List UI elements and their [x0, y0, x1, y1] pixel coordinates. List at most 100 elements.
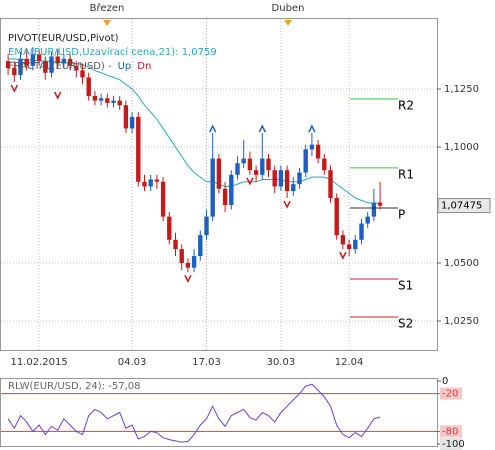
- candle-body: [111, 100, 116, 103]
- pivot-label: S1: [398, 279, 413, 293]
- candle-body: [167, 216, 172, 240]
- fractal-up: [258, 124, 266, 133]
- candle-body: [235, 163, 240, 175]
- legend-entry: Dn: [137, 61, 151, 72]
- candle-body: [315, 144, 321, 159]
- candle-body: [222, 188, 228, 205]
- candle-body: [266, 158, 271, 171]
- tick-box: [440, 387, 462, 400]
- rlw-line: [7, 383, 381, 443]
- x-tick-label: 17.03: [192, 357, 221, 368]
- tick-box: [440, 425, 462, 438]
- x-tick-label: 04.03: [118, 357, 147, 368]
- fractal-down: [10, 84, 18, 93]
- candle-body: [377, 202, 383, 206]
- y-tick-label: 1,1000: [444, 142, 479, 153]
- pivot-label: S2: [398, 317, 413, 331]
- fractal-up: [308, 124, 316, 133]
- candle-body: [322, 158, 327, 171]
- month-label: Duben: [272, 3, 305, 14]
- candle-body: [303, 149, 308, 173]
- candle-body: [5, 61, 11, 69]
- candle-body: [154, 179, 160, 182]
- candle-body: [210, 158, 215, 217]
- candle-body: [328, 170, 333, 199]
- candle-body: [173, 239, 178, 250]
- y-tick-label: 1,1250: [444, 84, 479, 95]
- top-strip: [0, 0, 495, 18]
- x-tick-label: 30.03: [267, 357, 296, 368]
- candle-body: [359, 223, 364, 240]
- candle-body: [284, 170, 290, 192]
- candle-body: [371, 202, 377, 217]
- candle-body: [148, 179, 153, 187]
- candle-body: [129, 116, 135, 129]
- y-tick-label: 1,0500: [444, 258, 479, 269]
- fractal-down: [246, 177, 254, 186]
- candle-body: [260, 158, 265, 175]
- candle-body: [247, 158, 253, 171]
- candle-body: [49, 56, 54, 73]
- candle-body: [229, 174, 234, 205]
- candle-body: [136, 116, 141, 182]
- candle-body: [191, 256, 197, 268]
- candle-body: [291, 184, 296, 192]
- legend-fractal: FRACTAL(EUR/USD) -: [8, 61, 112, 72]
- candle-body: [55, 56, 60, 64]
- pivot-label: R1: [398, 167, 414, 181]
- fractal-down: [184, 274, 192, 283]
- candle-body: [92, 95, 98, 101]
- candle-body: [334, 198, 339, 236]
- candle-body: [198, 235, 203, 257]
- candle-body: [241, 158, 246, 164]
- y-tick-label: 1,0250: [444, 316, 479, 327]
- candle-body: [185, 262, 191, 268]
- candle-body: [86, 77, 91, 96]
- fractal-up: [209, 124, 217, 133]
- candle-body: [117, 100, 122, 106]
- last-price-box: [437, 198, 491, 214]
- candle-body: [278, 170, 284, 187]
- fractal-down: [54, 91, 62, 100]
- candle-body: [18, 58, 23, 76]
- month-label: Březen: [90, 2, 125, 14]
- fractal-down: [283, 200, 291, 209]
- candle-body: [61, 58, 67, 64]
- candle-body: [309, 144, 315, 150]
- legend-ema: EMA(EUR/USD,Uzavírací cena,21): 1,0759: [8, 46, 217, 58]
- candle-body: [43, 61, 48, 73]
- candle-body: [179, 249, 184, 263]
- pivot-label: R2: [398, 98, 414, 112]
- y-tick-label: 0: [442, 376, 448, 387]
- candle-body: [204, 216, 209, 236]
- rlw-frame: [0, 378, 438, 447]
- candle-body: [123, 105, 129, 129]
- main-frame: [0, 18, 438, 351]
- candle-body: [346, 244, 352, 250]
- candle-body: [365, 216, 370, 224]
- legend-pivot: PIVOT(EUR/USD,Pivot): [8, 33, 119, 44]
- last-price-label: 1,07475: [441, 201, 482, 212]
- candle-body: [253, 170, 259, 175]
- candle-body: [340, 235, 346, 245]
- candle-body: [98, 98, 104, 101]
- y-tick-label: -80: [442, 426, 458, 437]
- x-tick-label: 12.04: [335, 357, 364, 368]
- candle-body: [12, 68, 17, 76]
- candle-body: [160, 181, 166, 217]
- legend-entry: Up: [118, 61, 132, 72]
- tick-box: [440, 438, 462, 450]
- month-marker: [284, 20, 292, 26]
- candle-body: [74, 65, 79, 71]
- pivot-label: P: [398, 208, 405, 222]
- y-tick-label: -100: [442, 439, 465, 450]
- candle-body: [80, 70, 85, 78]
- x-tick-label: 11.02.2015: [10, 357, 67, 368]
- candle-body: [67, 58, 73, 66]
- candle-body: [272, 170, 277, 187]
- candle-body: [36, 54, 42, 62]
- month-marker: [103, 20, 111, 26]
- candle-body: [216, 158, 222, 189]
- candle-body: [105, 98, 110, 103]
